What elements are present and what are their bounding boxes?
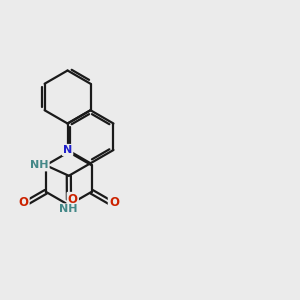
Text: O: O	[68, 193, 78, 206]
Text: O: O	[109, 196, 119, 208]
Text: NH: NH	[59, 204, 78, 214]
Text: NH: NH	[30, 160, 49, 170]
Text: O: O	[19, 196, 28, 208]
Text: N: N	[63, 145, 72, 155]
